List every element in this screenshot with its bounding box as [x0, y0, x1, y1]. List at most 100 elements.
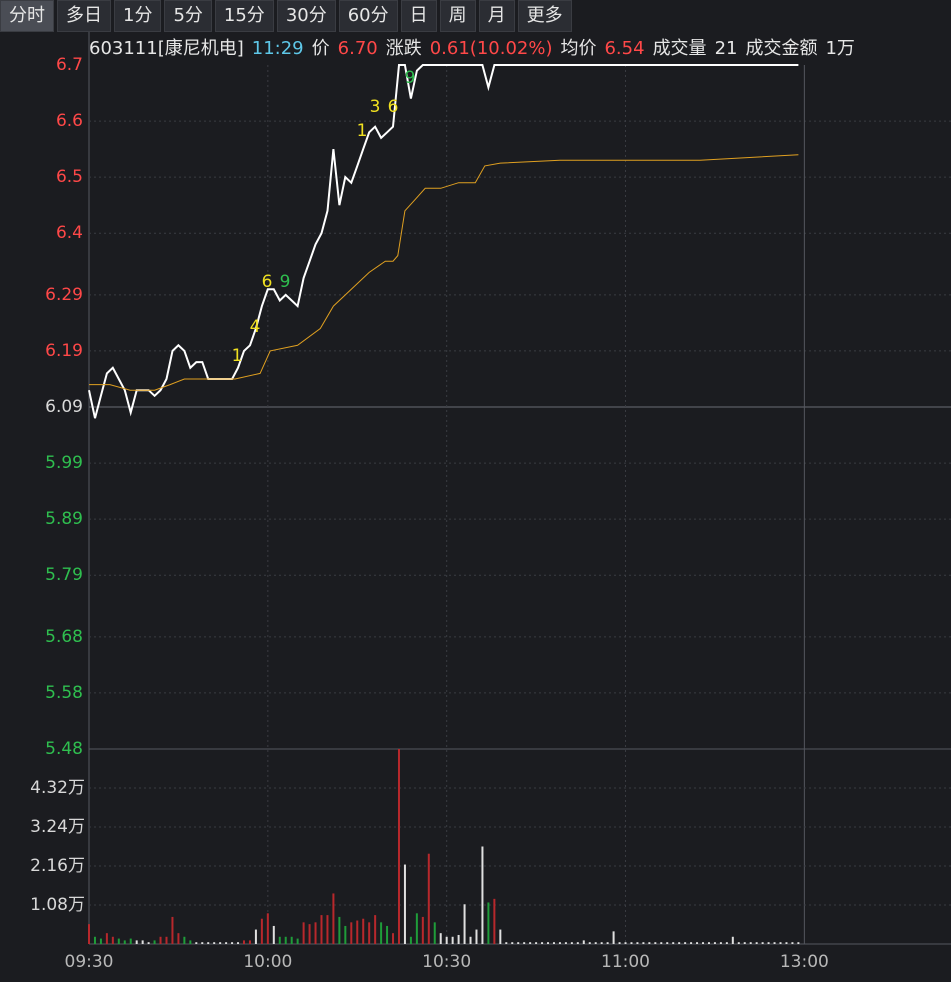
- volume-bar: [582, 940, 585, 944]
- volume-bar: [397, 749, 400, 944]
- annotation: 6: [262, 272, 273, 292]
- volume-bar: [469, 936, 472, 944]
- y-tick-label: 6.19: [45, 341, 83, 361]
- volume-bar: [636, 942, 639, 944]
- tab-bar: 分时 多日 1分 5分 15分 30分 60分日周月更多: [0, 0, 575, 32]
- tab[interactable]: 月: [478, 0, 515, 32]
- label: 均价: [560, 38, 597, 59]
- volume-bar: [791, 942, 794, 944]
- volume-bar: [684, 942, 687, 944]
- volume-bar: [755, 942, 758, 944]
- value: 6.70: [337, 38, 378, 59]
- tab[interactable]: 更多: [517, 0, 572, 32]
- volume-bar: [356, 920, 359, 944]
- x-tick-label: 09:30: [65, 952, 114, 972]
- volume-bar: [773, 942, 776, 944]
- y-tick-label: 6.5: [56, 167, 83, 187]
- tab[interactable]: 60分: [338, 0, 398, 32]
- volume-bar: [308, 924, 311, 944]
- time: 11:29: [251, 38, 304, 59]
- volume-bar: [213, 942, 216, 944]
- volume-bar: [606, 942, 609, 944]
- volume-bar: [225, 942, 228, 944]
- y-tick-label: 5.68: [45, 627, 83, 647]
- volume-bar: [171, 916, 174, 944]
- x-tick-label: 10:00: [243, 952, 292, 972]
- tab[interactable]: 15分: [214, 0, 274, 32]
- annotation: 9: [280, 272, 291, 292]
- volume-bar: [177, 933, 180, 944]
- y-tick-label: 5.89: [45, 509, 83, 529]
- volume-bar: [523, 942, 526, 944]
- volume-bar: [260, 918, 263, 944]
- volume-bar: [159, 936, 162, 944]
- volume-bar: [338, 916, 341, 944]
- label: 成交量: [652, 38, 707, 59]
- volume-bar: [481, 846, 484, 944]
- volume-bar: [785, 942, 788, 944]
- volume-bar: [153, 940, 156, 944]
- tab[interactable]: 30分: [276, 0, 336, 32]
- volume-bar: [672, 942, 675, 944]
- volume-bar: [630, 942, 633, 944]
- volume-bar: [189, 940, 192, 944]
- x-tick-label: 10:30: [422, 952, 471, 972]
- quote-info: 603111[康尼机电] 11:29 价 6.70 涨跌 0.61(10.02%) 均价 6.…: [89, 34, 863, 60]
- volume-bar: [135, 940, 138, 944]
- label: 成交金额: [745, 38, 818, 59]
- volume-bar: [749, 942, 752, 944]
- volume-bar: [296, 938, 299, 944]
- annotation: 3: [370, 97, 381, 117]
- value: 6.54: [604, 38, 645, 59]
- volume-bar: [254, 929, 257, 944]
- volume-bar: [660, 942, 663, 944]
- volume-bar: [403, 864, 406, 944]
- volume-bar: [588, 942, 591, 944]
- tab[interactable]: 多日: [57, 0, 111, 32]
- price-line: [88, 64, 799, 419]
- volume-bar: [183, 936, 186, 944]
- volume-bar: [707, 942, 710, 944]
- y-tick-label: 6.4: [56, 223, 83, 243]
- volume-bar: [350, 922, 353, 944]
- volume-bar: [654, 942, 657, 944]
- volume-bar: [374, 915, 377, 944]
- volume-bar: [362, 918, 365, 944]
- volume-bar: [392, 933, 395, 944]
- y-tick-label: 6.7: [56, 55, 83, 75]
- volume-bar: [535, 942, 538, 944]
- volume-bar: [558, 942, 561, 944]
- volume-bar: [737, 942, 740, 944]
- volume-bar: [743, 942, 746, 944]
- volume-bar: [547, 942, 550, 944]
- y-tick-label: 2.16万: [30, 856, 85, 876]
- volume-bar: [207, 942, 210, 944]
- y-tick-label: 5.58: [45, 683, 83, 703]
- volume-bar: [117, 938, 120, 944]
- volume-bar: [463, 904, 466, 944]
- annotation: 4: [250, 317, 261, 337]
- volume-bar: [648, 942, 651, 944]
- volume-bar: [320, 915, 323, 944]
- volume-bar: [237, 942, 240, 944]
- volume-bar: [326, 915, 329, 944]
- tab[interactable]: 分时: [0, 0, 54, 32]
- tab[interactable]: 1分: [114, 0, 162, 32]
- volume-bar: [696, 942, 699, 944]
- volume-bar: [779, 942, 782, 944]
- volume-bar: [731, 936, 734, 944]
- volume-bar: [624, 942, 627, 944]
- tab[interactable]: 日: [400, 0, 437, 32]
- volume-bar: [499, 929, 502, 944]
- volume-bar: [344, 925, 347, 944]
- volume-bar: [427, 853, 430, 944]
- volume-bar: [290, 936, 293, 944]
- tab[interactable]: 5分: [164, 0, 212, 32]
- y-tick-label: 6.6: [56, 111, 83, 131]
- volume-bar: [457, 934, 460, 944]
- volume-bar: [386, 925, 389, 944]
- volume-bar: [767, 942, 770, 944]
- tab[interactable]: 周: [439, 0, 476, 32]
- volume-bar: [612, 931, 615, 944]
- volume-bar: [302, 922, 305, 944]
